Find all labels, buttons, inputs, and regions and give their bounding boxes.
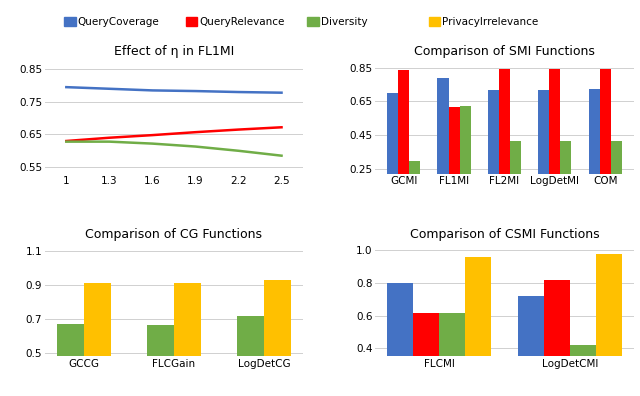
Bar <box>543 280 570 396</box>
Text: PrivacyIrrelevance: PrivacyIrrelevance <box>442 17 538 27</box>
Bar <box>409 161 420 211</box>
Bar <box>518 296 543 396</box>
Bar <box>499 69 510 211</box>
Bar <box>387 283 413 396</box>
Bar <box>237 316 264 396</box>
Bar <box>611 141 622 211</box>
Bar <box>413 313 439 396</box>
Bar <box>538 90 549 211</box>
Bar <box>561 141 572 211</box>
Bar <box>449 107 460 211</box>
Bar <box>84 283 111 396</box>
Title: Comparison of SMI Functions: Comparison of SMI Functions <box>414 45 595 58</box>
Bar <box>439 313 465 396</box>
Text: QueryRelevance: QueryRelevance <box>199 17 284 27</box>
Text: Diversity: Diversity <box>321 17 367 27</box>
Title: Comparison of CG Functions: Comparison of CG Functions <box>85 228 262 241</box>
Bar <box>387 93 398 211</box>
Bar <box>460 107 471 211</box>
Bar <box>438 78 449 211</box>
Title: Effect of η in FL1MI: Effect of η in FL1MI <box>114 45 234 58</box>
Bar <box>570 345 596 396</box>
Bar <box>510 141 521 211</box>
Bar <box>488 89 499 211</box>
Bar <box>596 254 622 396</box>
Bar <box>589 89 600 211</box>
Bar <box>56 324 84 396</box>
Title: Comparison of CSMI Functions: Comparison of CSMI Functions <box>410 228 599 241</box>
Bar <box>600 69 611 211</box>
Text: QueryCoverage: QueryCoverage <box>77 17 159 27</box>
Bar <box>174 283 201 396</box>
Bar <box>465 257 492 396</box>
Bar <box>264 280 291 396</box>
Bar <box>549 69 561 211</box>
Bar <box>147 325 174 396</box>
Bar <box>398 70 409 211</box>
